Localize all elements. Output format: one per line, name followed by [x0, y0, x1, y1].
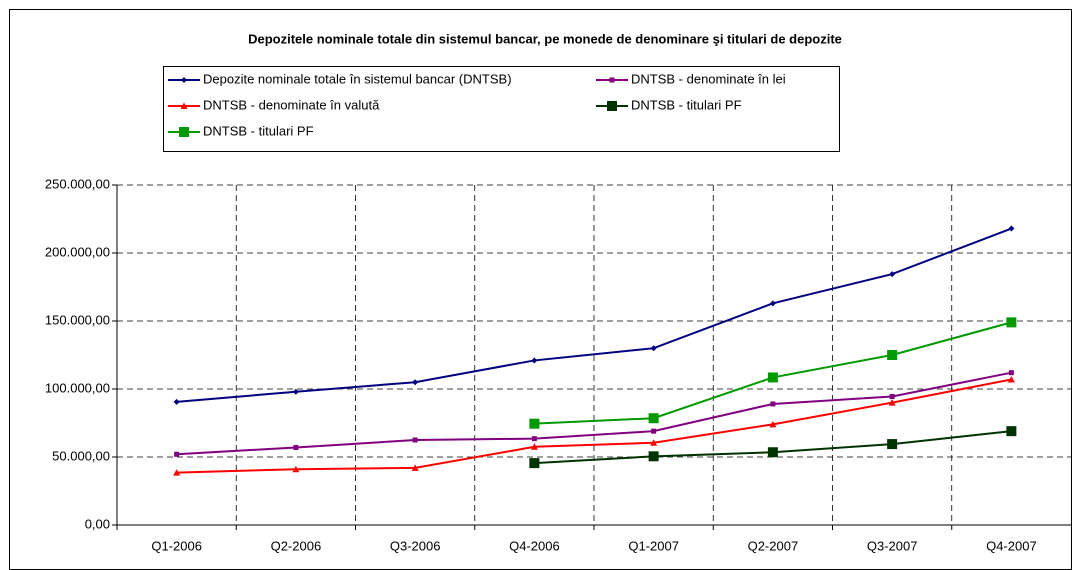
marker: [1006, 317, 1017, 328]
legend-label: DNTSB - denominate în lei: [631, 71, 786, 86]
marker: [889, 271, 896, 278]
series-line: [176, 227, 1012, 403]
marker: [179, 127, 189, 137]
marker: [888, 399, 896, 406]
marker: [173, 398, 180, 405]
marker: [411, 464, 419, 471]
marker: [889, 393, 895, 399]
marker: [769, 300, 776, 307]
marker: [769, 420, 777, 428]
y-tick-label: 150.000,00: [45, 312, 110, 327]
y-tick-label: 200.000,00: [45, 244, 110, 259]
marker: [293, 444, 299, 450]
legend-label: Depozite nominale totale în sistemul ban…: [203, 71, 512, 86]
legend-label: DNTSB - titulari PF: [631, 97, 742, 112]
marker: [1008, 370, 1014, 376]
x-tick-label: Q3-2007: [867, 538, 918, 553]
marker: [530, 443, 538, 450]
marker: [529, 418, 540, 429]
marker: [1007, 375, 1015, 383]
y-tick-label: 100.000,00: [45, 380, 110, 395]
x-tick-label: Q2-2006: [271, 538, 322, 553]
marker: [887, 350, 898, 360]
marker: [412, 379, 419, 386]
marker: [648, 413, 659, 424]
y-tick-label: 0,00: [85, 516, 110, 531]
y-tick-label: 250.000,00: [45, 176, 110, 191]
x-tick-label: Q2-2007: [748, 538, 799, 553]
marker: [174, 451, 180, 457]
marker: [531, 357, 538, 364]
marker: [609, 77, 615, 83]
marker: [648, 451, 659, 462]
series-line: [176, 378, 1012, 474]
marker: [412, 437, 418, 443]
marker: [650, 345, 657, 352]
marker: [292, 388, 299, 395]
legend-label: DNTSB - denominate în valută: [203, 97, 380, 112]
marker: [531, 436, 537, 442]
y-tick-label: 50.000,00: [52, 448, 110, 463]
marker: [181, 77, 187, 83]
x-tick-label: Q4-2006: [509, 538, 560, 553]
marker: [650, 439, 658, 446]
marker: [770, 401, 776, 407]
marker: [767, 372, 778, 383]
marker: [1006, 426, 1017, 437]
chart-title: Depozitele nominale totale din sistemul …: [248, 31, 842, 46]
x-tick-label: Q1-2006: [151, 538, 202, 553]
marker: [651, 428, 657, 434]
legend-label: DNTSB - titulari PF: [203, 123, 314, 138]
x-tick-label: Q3-2006: [390, 538, 441, 553]
marker: [173, 469, 181, 476]
marker: [292, 465, 300, 473]
marker: [767, 447, 778, 458]
x-tick-label: Q1-2007: [628, 538, 679, 553]
marker: [1008, 225, 1015, 232]
marker: [529, 458, 540, 469]
series-line: [176, 371, 1012, 456]
x-tick-label: Q4-2007: [986, 538, 1037, 553]
marker: [887, 439, 898, 450]
marker: [180, 102, 188, 109]
legend: [163, 66, 840, 152]
marker: [607, 101, 617, 111]
